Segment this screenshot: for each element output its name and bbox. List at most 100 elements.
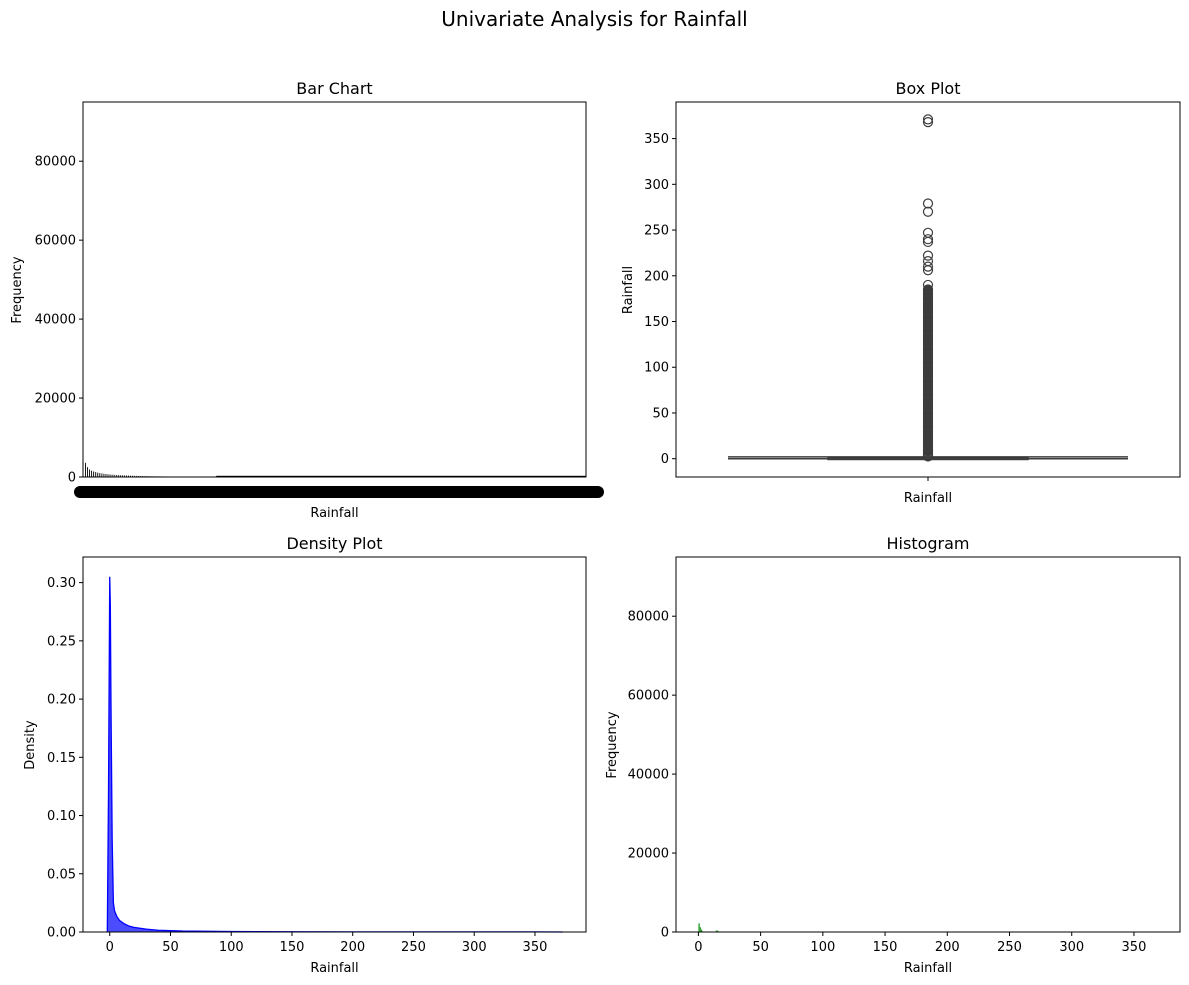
bar-chart-bar — [132, 475, 134, 477]
box-plot-title: Box Plot — [896, 79, 961, 98]
histogram-bar — [700, 929, 703, 932]
bar-chart-xlabel: Rainfall — [310, 506, 358, 521]
bar-chart-bar — [113, 474, 115, 477]
bar-chart-bar — [97, 472, 99, 477]
bar-chart-yticks: 0 20000 40000 60000 80000 — [35, 155, 83, 486]
density-plot-xtick-label: 150 — [280, 940, 305, 955]
bar-chart-bar — [117, 475, 119, 477]
density-plot-ytick-label: 0.10 — [47, 809, 76, 824]
box-plot-ytick-label: 200 — [644, 269, 669, 284]
box-plot-xtick-label: Rainfall — [904, 491, 952, 506]
bar-chart-bar — [93, 471, 95, 477]
histogram-xtick-label: 350 — [1122, 940, 1147, 955]
density-plot-area — [107, 576, 563, 932]
density-plot-yticks: 0.00 0.05 0.10 0.15 0.20 0.25 0.30 — [47, 576, 83, 941]
histogram-xtick-label: 250 — [997, 940, 1022, 955]
bar-chart-ytick-label: 60000 — [35, 234, 76, 249]
histogram-yticks: 0 20000 40000 60000 80000 — [628, 610, 676, 941]
figure-suptitle: Univariate Analysis for Rainfall — [441, 7, 747, 31]
density-plot-panel: Density Plot 0 50 100 150 200 250 300 350 0.000… — [23, 534, 587, 976]
bar-chart-bar — [101, 473, 103, 477]
histogram-bars — [698, 923, 719, 932]
histogram-xtick-label: 50 — [752, 940, 769, 955]
bar-chart-axes-frame — [82, 101, 587, 478]
bar-chart-panel: Bar Chart 0 20000 40000 60000 80000 Rainfall… — [10, 79, 604, 521]
bar-chart-bar — [123, 475, 125, 477]
box-plot-outlier — [922, 198, 934, 209]
histogram-title: Histogram — [887, 534, 970, 553]
bar-chart-bar — [95, 472, 97, 477]
histogram-xtick-label: 0 — [694, 940, 702, 955]
histogram-ytick-label: 80000 — [628, 610, 669, 625]
bar-chart-bar-band — [216, 475, 586, 477]
bar-chart-bar — [87, 467, 88, 477]
histogram-xtick-label: 150 — [873, 940, 898, 955]
density-plot-xtick-label: 250 — [401, 940, 426, 955]
bar-chart-bar — [109, 474, 111, 477]
box-plot-ylabel: Rainfall — [621, 266, 636, 314]
box-plot-outlier — [922, 117, 934, 128]
bar-chart-bar — [107, 474, 109, 477]
bar-chart-ytick-label: 0 — [68, 471, 76, 486]
density-plot-line — [106, 576, 563, 933]
box-plot-outlier — [922, 234, 934, 245]
box-plot-ytick-label: 350 — [644, 132, 669, 147]
box-plot-ytick-label: 300 — [644, 178, 669, 193]
bar-chart-ylabel: Frequency — [10, 256, 25, 323]
density-plot-xtick-label: 300 — [462, 940, 487, 955]
density-plot-ytick-label: 0.25 — [47, 634, 76, 649]
bar-chart-bar — [85, 462, 86, 477]
density-plot-xtick-label: 200 — [340, 940, 365, 955]
histogram-xtick-label: 300 — [1059, 940, 1084, 955]
bar-chart-bar — [126, 475, 127, 477]
bar-chart-xtick-labels — [74, 486, 604, 498]
box-plot-outlier — [922, 206, 934, 217]
box-plot-ytick-label: 0 — [661, 452, 669, 467]
bar-chart-ytick-label: 80000 — [35, 155, 76, 170]
box-plot-ytick-label: 150 — [644, 315, 669, 330]
box-plot-outlier — [922, 442, 934, 453]
histogram-panel: Histogram 0 50 100 150 200 250 300 350 0 20000 40… — [605, 534, 1181, 976]
bar-chart-bar — [105, 474, 107, 477]
bar-chart-bar — [103, 473, 105, 477]
histogram-xlabel: Rainfall — [904, 961, 952, 976]
histogram-bar — [698, 923, 700, 932]
bar-chart-bar — [136, 475, 138, 477]
bar-chart-title: Bar Chart — [296, 79, 372, 98]
histogram-ytick-label: 60000 — [628, 689, 669, 704]
bar-chart-bar — [140, 475, 142, 477]
histogram-xticks: 0 50 100 150 200 250 300 350 — [694, 932, 1146, 955]
box-plot-outlier — [922, 279, 934, 291]
bar-chart-bar — [91, 470, 93, 477]
bar-chart-bars — [85, 462, 586, 478]
box-plot-outlier — [922, 256, 934, 267]
histogram-ylabel: Frequency — [605, 711, 620, 778]
bar-chart-ytick-label: 40000 — [35, 313, 76, 328]
box-plot-outlier — [922, 437, 934, 448]
density-plot-xlabel: Rainfall — [310, 961, 358, 976]
density-plot-xticks: 0 50 100 150 200 250 300 350 — [106, 932, 548, 955]
box-plot-ytick-label: 100 — [644, 361, 669, 376]
box-plot-marks — [728, 114, 1128, 462]
bar-chart-bar — [89, 469, 90, 477]
density-plot-xtick-label: 350 — [523, 940, 548, 955]
density-plot-axes-frame — [82, 556, 587, 933]
box-plot-outlier — [922, 227, 934, 238]
box-plot-ytick-label: 250 — [644, 224, 669, 239]
bar-chart-bar — [130, 475, 131, 477]
box-plot-outlier — [922, 434, 934, 445]
box-plot-outlier — [922, 284, 934, 295]
density-plot-ytick-label: 0.30 — [47, 576, 76, 591]
histogram-xtick-label: 200 — [935, 940, 960, 955]
bar-chart-bar — [115, 474, 117, 477]
histogram-ytick-label: 40000 — [628, 768, 669, 783]
bar-chart-bar — [121, 475, 123, 477]
histogram-ytick-label: 20000 — [628, 847, 669, 862]
bar-chart-bar — [128, 475, 129, 477]
bar-chart-ytick-label: 20000 — [35, 392, 76, 407]
histogram-axes-frame — [675, 556, 1181, 933]
density-plot-ytick-label: 0.20 — [47, 693, 76, 708]
bar-chart-bar — [119, 475, 121, 477]
